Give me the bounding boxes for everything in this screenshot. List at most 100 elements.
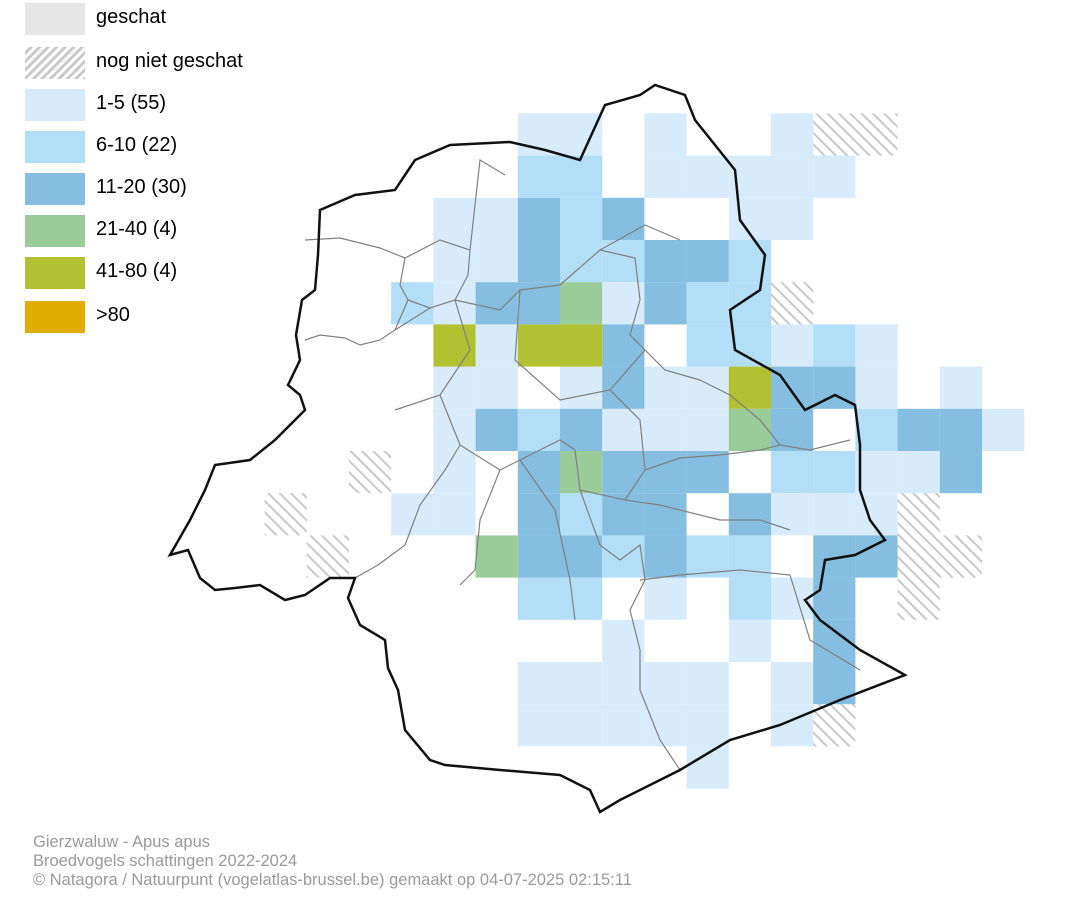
grid-cell xyxy=(560,493,603,536)
grid-cell xyxy=(686,366,729,409)
grid-cell xyxy=(517,282,560,325)
grid-cell xyxy=(602,366,645,409)
grid-cell xyxy=(771,197,814,240)
municipality-boundary xyxy=(469,159,506,251)
grid-cell xyxy=(602,408,645,451)
grid-cell xyxy=(771,324,814,367)
grid-cell xyxy=(644,113,687,156)
grid-cell xyxy=(686,408,729,451)
municipality-boundaries xyxy=(304,159,861,771)
municipality-boundary xyxy=(599,249,701,381)
legend-label: 6-10 (22) xyxy=(96,134,178,156)
grid-cell xyxy=(560,113,603,156)
grid-cell xyxy=(813,155,856,198)
grid-cell xyxy=(517,535,560,578)
grid-cell xyxy=(517,324,560,367)
grid-cell xyxy=(475,408,518,451)
legend-label: 1-5 (55) xyxy=(96,92,167,114)
legend-swatch-hatched xyxy=(25,47,85,79)
grid-cell xyxy=(475,324,518,367)
legend-swatch xyxy=(25,173,85,205)
region-boundary xyxy=(167,83,908,814)
grid-cell-not-estimated xyxy=(939,535,982,578)
municipality-boundary xyxy=(394,299,471,411)
grid-cell xyxy=(855,324,898,367)
grid-cell xyxy=(771,113,814,156)
municipality-boundary xyxy=(394,307,431,331)
municipality-boundary xyxy=(639,650,681,771)
grid-cell xyxy=(813,324,856,367)
grid-cell xyxy=(560,535,603,578)
legend-item-41-80: 41-80 (4) xyxy=(25,257,325,289)
grid-cell xyxy=(771,155,814,198)
grid-cell xyxy=(728,577,771,620)
legend-swatch xyxy=(25,131,85,163)
grid-cell xyxy=(560,366,603,409)
municipality-boundary xyxy=(639,569,791,581)
grid-cell xyxy=(475,240,518,283)
grid-cell xyxy=(560,451,603,494)
grid-cell xyxy=(939,451,982,494)
municipality-boundary xyxy=(514,289,646,401)
legend-swatch xyxy=(25,257,85,289)
map-credits: Gierzwaluw - Apus apus Broedvogels schat… xyxy=(33,833,632,890)
grid-cell xyxy=(644,535,687,578)
grid-cell xyxy=(517,240,560,283)
municipality-boundary xyxy=(579,489,646,651)
legend-item-11-20: 11-20 (30) xyxy=(25,173,325,205)
grid-cell xyxy=(813,493,856,536)
grid-cell xyxy=(728,282,771,325)
grid-cell-not-estimated xyxy=(897,535,940,578)
grid-cell-not-estimated xyxy=(813,113,856,156)
grid-cell xyxy=(433,493,476,536)
grid-cell xyxy=(939,366,982,409)
grid-cell xyxy=(560,282,603,325)
legend-label: 11-20 (30) xyxy=(96,176,187,198)
grid-cell xyxy=(475,366,518,409)
municipality-boundary xyxy=(644,439,851,471)
grid-cell xyxy=(433,197,476,240)
grid-cell-not-estimated xyxy=(349,451,392,494)
legend-swatch xyxy=(25,3,85,35)
grid-cell xyxy=(686,535,729,578)
grid-cell xyxy=(855,451,898,494)
legend-swatch xyxy=(25,89,85,121)
grid-cell xyxy=(602,662,645,705)
legend-item-over-80: >80 xyxy=(25,301,325,333)
grid-cell xyxy=(771,408,814,451)
legend-swatch xyxy=(25,301,85,333)
grid-cell xyxy=(728,408,771,451)
grid-cell xyxy=(897,408,940,451)
grid-cell xyxy=(897,451,940,494)
legend-swatch xyxy=(25,215,85,247)
grid-cell xyxy=(602,535,645,578)
legend-label: >80 xyxy=(96,304,130,326)
grid-cell xyxy=(813,662,856,705)
grid-cell xyxy=(686,282,729,325)
grid-cell xyxy=(982,408,1025,451)
municipality-boundary xyxy=(304,237,409,346)
grid-cell xyxy=(517,577,560,620)
species-name: Gierzwaluw - Apus apus xyxy=(33,833,210,851)
grid-cell xyxy=(602,282,645,325)
grid-cell xyxy=(517,155,560,198)
grid-cell xyxy=(644,662,687,705)
grid-cell xyxy=(686,704,729,747)
grid-cell xyxy=(728,619,771,662)
grid-cell xyxy=(939,408,982,451)
municipality-boundary xyxy=(789,574,861,671)
grid-cell xyxy=(813,577,856,620)
grid-cell xyxy=(855,366,898,409)
grid-cell xyxy=(686,662,729,705)
grid-cell-not-estimated xyxy=(855,113,898,156)
copyright-line: © Natagora / Natuurpunt (vogelatlas-brus… xyxy=(33,871,632,889)
grid-cell xyxy=(771,662,814,705)
legend-item-nog-niet-geschat: nog niet geschat xyxy=(25,47,325,79)
grid-cell xyxy=(391,493,434,536)
grid-cell-not-estimated xyxy=(897,493,940,536)
grid-cell xyxy=(560,577,603,620)
grid-cell xyxy=(855,408,898,451)
municipality-boundary xyxy=(699,379,781,446)
grid-cell xyxy=(728,366,771,409)
